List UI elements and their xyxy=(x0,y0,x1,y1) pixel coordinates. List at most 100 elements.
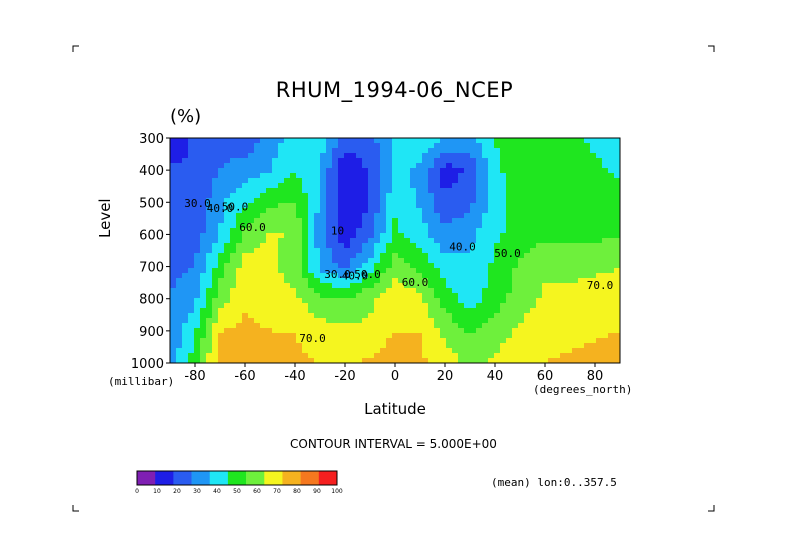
field-cell xyxy=(296,143,303,149)
field-cell xyxy=(590,223,597,229)
field-cell xyxy=(218,333,225,339)
field-cell xyxy=(590,208,597,214)
field-cell xyxy=(536,323,543,329)
field-cell xyxy=(338,203,345,209)
field-cell xyxy=(530,263,537,269)
field-cell xyxy=(242,228,249,234)
field-cell xyxy=(440,303,447,309)
field-cell xyxy=(518,198,525,204)
field-cell xyxy=(488,253,495,259)
field-cell xyxy=(272,333,279,339)
field-cell xyxy=(542,293,549,299)
field-cell xyxy=(440,283,447,289)
field-cell xyxy=(290,223,297,229)
field-cell xyxy=(296,153,303,159)
field-cell xyxy=(314,353,321,359)
field-cell xyxy=(608,243,615,249)
field-cell xyxy=(452,153,459,159)
field-cell xyxy=(524,358,531,364)
field-cell xyxy=(260,163,267,169)
field-cell xyxy=(584,348,591,354)
field-cell xyxy=(272,293,279,299)
field-cell xyxy=(542,333,549,339)
field-cell xyxy=(518,148,525,154)
field-cell xyxy=(488,313,495,319)
field-cell xyxy=(554,313,561,319)
field-cell xyxy=(218,223,225,229)
field-cell xyxy=(224,293,231,299)
field-cell xyxy=(482,348,489,354)
field-cell xyxy=(254,198,261,204)
field-cell xyxy=(392,308,399,314)
field-cell xyxy=(458,258,465,264)
field-cell xyxy=(272,248,279,254)
field-cell xyxy=(194,353,201,359)
field-cell xyxy=(554,163,561,169)
field-cell xyxy=(218,208,225,214)
field-cell xyxy=(410,223,417,229)
field-cell xyxy=(386,238,393,244)
field-cell xyxy=(392,278,399,284)
field-cell xyxy=(494,283,501,289)
field-cell xyxy=(224,298,231,304)
field-cell xyxy=(320,138,327,144)
field-cell xyxy=(548,153,555,159)
field-cell xyxy=(596,238,603,244)
field-cell xyxy=(248,263,255,269)
field-cell xyxy=(170,333,177,339)
field-cell xyxy=(422,203,429,209)
field-cell xyxy=(572,253,579,259)
field-cell xyxy=(356,233,363,239)
field-cell xyxy=(278,153,285,159)
field-cell xyxy=(578,283,585,289)
field-cell xyxy=(266,148,273,154)
field-cell xyxy=(512,343,519,349)
y-tick-label: 500 xyxy=(139,196,164,211)
colorbar-swatch xyxy=(155,471,174,485)
field-cell xyxy=(218,173,225,179)
field-cell xyxy=(176,248,183,254)
field-cell xyxy=(530,343,537,349)
field-cell xyxy=(236,188,243,194)
field-cell xyxy=(284,353,291,359)
field-cell xyxy=(368,333,375,339)
field-cell xyxy=(506,268,513,274)
field-cell xyxy=(440,288,447,294)
field-cell xyxy=(506,228,513,234)
field-cell xyxy=(302,343,309,349)
field-cell xyxy=(494,213,501,219)
field-cell xyxy=(242,178,249,184)
field-cell xyxy=(470,338,477,344)
field-cell xyxy=(446,318,453,324)
field-cell xyxy=(242,263,249,269)
field-cell xyxy=(320,193,327,199)
field-cell xyxy=(290,303,297,309)
field-cell xyxy=(434,248,441,254)
field-cell xyxy=(212,338,219,344)
field-cell xyxy=(320,273,327,279)
field-cell xyxy=(260,193,267,199)
field-cell xyxy=(236,348,243,354)
field-cell xyxy=(176,158,183,164)
field-cell xyxy=(488,303,495,309)
field-cell xyxy=(374,228,381,234)
field-cell xyxy=(326,228,333,234)
field-cell xyxy=(218,213,225,219)
field-cell xyxy=(284,283,291,289)
field-cell xyxy=(272,163,279,169)
field-cell xyxy=(572,213,579,219)
field-cell xyxy=(248,273,255,279)
field-cell xyxy=(344,148,351,154)
field-cell xyxy=(356,203,363,209)
field-cell xyxy=(548,313,555,319)
field-cell xyxy=(410,323,417,329)
field-cell xyxy=(596,348,603,354)
field-cell xyxy=(380,248,387,254)
field-cell xyxy=(410,308,417,314)
field-cell xyxy=(212,248,219,254)
field-cell xyxy=(464,153,471,159)
field-cell xyxy=(566,283,573,289)
field-cell xyxy=(464,158,471,164)
field-cell xyxy=(512,278,519,284)
field-cell xyxy=(326,243,333,249)
